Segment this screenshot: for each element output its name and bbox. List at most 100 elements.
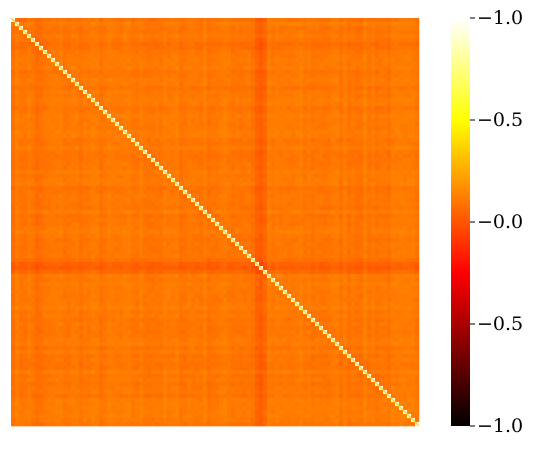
heatmap-cell	[55, 66, 60, 71]
heatmap-cell	[267, 82, 272, 87]
heatmap-cell	[127, 30, 132, 35]
heatmap-cell	[251, 30, 256, 35]
heatmap-cell	[211, 154, 216, 159]
heatmap-cell	[67, 126, 72, 131]
heatmap-cell	[95, 138, 100, 143]
heatmap-cell	[415, 190, 420, 195]
heatmap-cell	[59, 118, 64, 123]
heatmap-cell	[207, 182, 212, 187]
heatmap-cell	[135, 38, 140, 43]
heatmap-cell	[367, 166, 372, 171]
heatmap-cell	[199, 210, 204, 215]
heatmap-cell	[31, 186, 36, 191]
heatmap-cell	[159, 26, 164, 31]
heatmap-cell	[71, 106, 76, 111]
heatmap-cell	[127, 158, 132, 163]
heatmap-cell	[383, 174, 388, 179]
heatmap-cell	[283, 170, 288, 175]
heatmap-cell	[11, 22, 16, 27]
heatmap-cell	[227, 138, 232, 143]
heatmap-cell	[131, 178, 136, 183]
heatmap-cell	[147, 134, 152, 139]
heatmap-cell	[31, 42, 36, 47]
heatmap-cell	[135, 102, 140, 107]
heatmap-cell	[23, 34, 28, 39]
heatmap-cell	[379, 118, 384, 123]
heatmap-cell	[111, 86, 116, 91]
heatmap-cell	[363, 202, 368, 207]
heatmap-cell	[135, 166, 140, 171]
heatmap-cell	[259, 42, 264, 47]
heatmap-cell	[327, 70, 332, 75]
heatmap-cell	[39, 98, 44, 103]
heatmap-cell	[283, 178, 288, 183]
heatmap-cell	[243, 210, 248, 215]
heatmap-cell	[155, 122, 160, 127]
heatmap-cell	[47, 106, 52, 111]
heatmap-cell	[407, 78, 412, 83]
heatmap-cell	[303, 94, 308, 99]
heatmap-cell	[307, 130, 312, 135]
heatmap-cell	[127, 210, 132, 215]
heatmap-cell	[207, 22, 212, 27]
heatmap-cell	[207, 210, 212, 215]
heatmap-cell	[55, 110, 60, 115]
heatmap-cell	[131, 162, 136, 167]
heatmap-cell	[363, 94, 368, 99]
heatmap-cell	[139, 174, 144, 179]
heatmap-cell	[71, 110, 76, 115]
heatmap-cell	[115, 98, 120, 103]
heatmap-cell	[391, 174, 396, 179]
heatmap-cell	[279, 58, 284, 63]
heatmap-cell	[339, 106, 344, 111]
heatmap-cell	[363, 82, 368, 87]
heatmap-cell	[407, 106, 412, 111]
heatmap-cell	[123, 86, 128, 91]
heatmap-cell	[187, 86, 192, 91]
heatmap-cell	[223, 30, 228, 35]
heatmap-cell	[247, 150, 252, 155]
heatmap-cell	[119, 130, 124, 135]
heatmap-cell	[111, 210, 116, 215]
heatmap-cell	[243, 30, 248, 35]
heatmap-cell	[323, 182, 328, 187]
heatmap-cell	[203, 114, 208, 119]
heatmap-cell	[223, 86, 228, 91]
heatmap-cell	[223, 198, 228, 203]
heatmap-cell	[383, 34, 388, 39]
heatmap-cell	[251, 166, 256, 171]
heatmap-cell	[359, 90, 364, 95]
heatmap-cell	[299, 178, 304, 183]
heatmap-cell	[119, 62, 124, 67]
heatmap-cell	[79, 162, 84, 167]
heatmap-cell	[131, 74, 136, 79]
heatmap-cell	[367, 170, 372, 175]
heatmap-cell	[47, 154, 52, 159]
heatmap-cell	[375, 18, 380, 23]
heatmap-cell	[35, 102, 40, 107]
heatmap-cell	[223, 142, 228, 147]
heatmap-cell	[35, 158, 40, 163]
heatmap-cell	[203, 186, 208, 191]
heatmap-cell	[335, 102, 340, 107]
heatmap-cell	[95, 22, 100, 27]
heatmap-cell	[303, 202, 308, 207]
heatmap-cell	[391, 30, 396, 35]
heatmap-cell	[287, 134, 292, 139]
heatmap-cell	[267, 102, 272, 107]
heatmap-cell	[315, 190, 320, 195]
heatmap-cell	[167, 198, 172, 203]
heatmap-cell	[35, 18, 40, 23]
heatmap-cell	[219, 178, 224, 183]
heatmap-cell	[323, 186, 328, 191]
heatmap-cell	[239, 66, 244, 71]
heatmap-cell	[187, 110, 192, 115]
heatmap-cell	[135, 22, 140, 27]
heatmap-cell	[291, 198, 296, 203]
heatmap-cell	[27, 98, 32, 103]
heatmap-cell	[119, 206, 124, 211]
heatmap-cell	[379, 210, 384, 215]
heatmap-cell	[83, 182, 88, 187]
heatmap-cell	[159, 30, 164, 35]
heatmap-cell	[47, 158, 52, 163]
